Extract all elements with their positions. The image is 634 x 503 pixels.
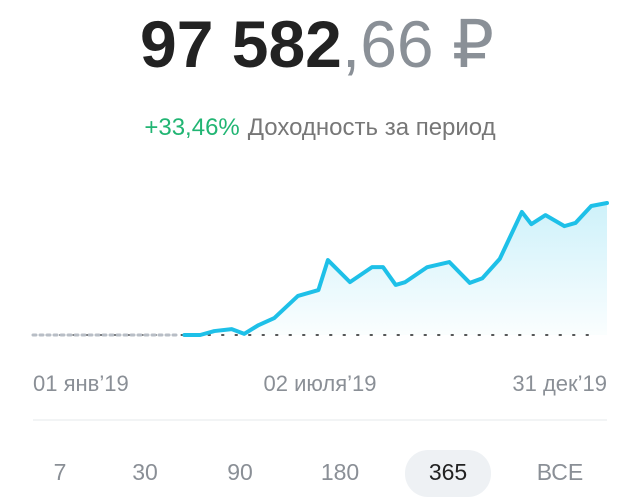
x-tick-label: 01 янв’19	[33, 371, 129, 396]
change-label: Доходность за период	[248, 114, 496, 141]
balance: 97 582,66 ₽	[140, 7, 494, 81]
period-button[interactable]: ВСЕ	[537, 459, 584, 485]
chart: 01 янв’19 02 июля’19 31 дек’19	[31, 201, 609, 396]
line	[182, 201, 609, 337]
period-selected-bg	[405, 450, 491, 497]
balance-whole: 97 582	[140, 7, 342, 81]
change: +33,46% Доходность за период	[144, 114, 495, 141]
x-tick-label: 31 дек’19	[512, 371, 607, 396]
period-button[interactable]: 30	[132, 459, 158, 485]
period-selector: 7 30 90 180 365 ВСЕ	[54, 450, 584, 497]
period-button[interactable]: 365	[429, 459, 467, 485]
x-tick-label: 02 июля’19	[264, 371, 377, 396]
period-button[interactable]: 90	[227, 459, 253, 485]
period-button[interactable]: 7	[54, 459, 67, 485]
change-value: +33,46%	[144, 114, 239, 141]
balance-fraction: ,66 ₽	[342, 7, 494, 81]
period-button[interactable]: 180	[321, 459, 359, 485]
area	[184, 203, 607, 335]
